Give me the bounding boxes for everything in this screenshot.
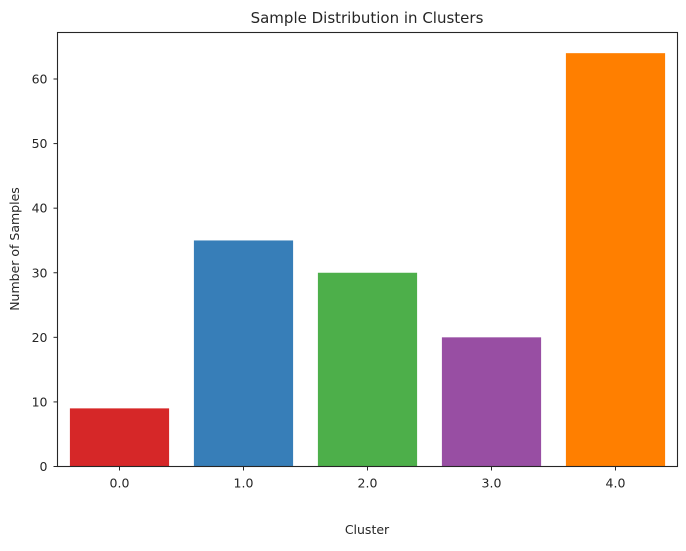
bar-4-0 [565, 53, 666, 467]
y-axis-ticks: 0 10 20 30 40 50 60 [32, 72, 58, 474]
x-axis-label: Cluster [345, 522, 390, 537]
x-tick-label: 2.0 [358, 476, 378, 491]
x-tick-label: 3.0 [482, 476, 502, 491]
x-tick-label: 4.0 [606, 476, 626, 491]
y-tick-label: 0 [40, 459, 48, 474]
x-axis-ticks: 0.0 1.0 2.0 3.0 4.0 [110, 466, 626, 491]
x-tick-label: 0.0 [110, 476, 130, 491]
bar-1-0 [193, 240, 294, 467]
y-tick-label: 10 [32, 394, 48, 409]
bars-group [69, 53, 666, 467]
bar-0-0 [69, 408, 170, 467]
y-tick-label: 40 [32, 201, 48, 216]
bar-3-0 [441, 337, 542, 467]
plot-frame [56, 31, 679, 468]
x-tick-label: 1.0 [234, 476, 254, 491]
y-tick-label: 50 [32, 136, 48, 151]
y-tick-label: 20 [32, 330, 48, 345]
y-tick-label: 60 [32, 72, 48, 87]
y-axis-label: Number of Samples [7, 187, 22, 311]
bar-2-0 [317, 272, 418, 467]
y-tick-label: 30 [32, 265, 48, 280]
chart-title: Sample Distribution in Clusters [251, 9, 484, 27]
